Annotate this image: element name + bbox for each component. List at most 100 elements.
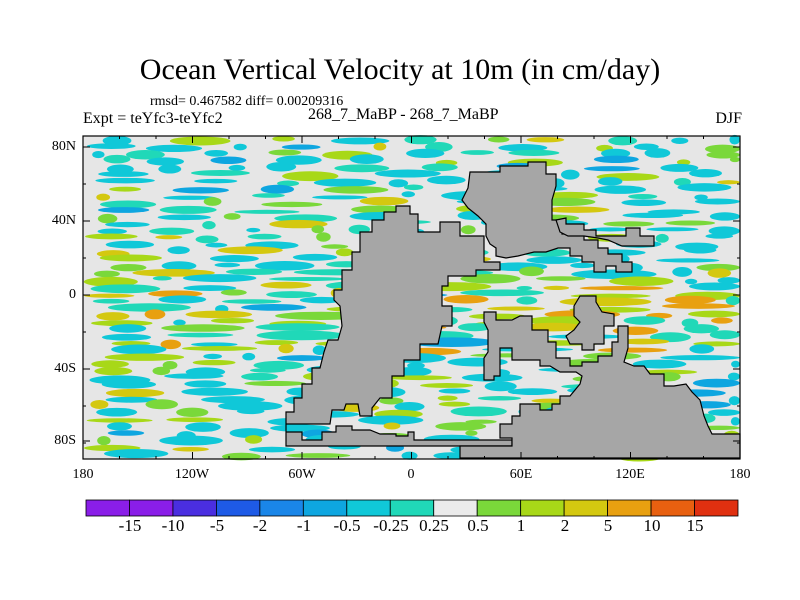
velocity-patch bbox=[234, 209, 300, 214]
velocity-patch bbox=[90, 399, 109, 409]
velocity-patch bbox=[487, 136, 510, 143]
land-mask bbox=[285, 161, 741, 459]
colorbar-tick-label: 1 bbox=[516, 516, 526, 535]
colorbar-swatch bbox=[520, 499, 565, 517]
velocity-patch bbox=[107, 430, 145, 436]
season-label: DJF bbox=[715, 110, 742, 127]
colorbar-swatch bbox=[563, 499, 609, 517]
land-west-continent bbox=[285, 205, 513, 447]
velocity-patch bbox=[683, 324, 719, 334]
velocity-patch bbox=[190, 170, 250, 176]
velocity-patch bbox=[589, 227, 631, 232]
velocity-patch bbox=[443, 295, 489, 304]
velocity-patch bbox=[526, 137, 565, 143]
colorbar-tick-label: 5 bbox=[603, 516, 613, 535]
velocity-patch bbox=[560, 169, 580, 180]
velocity-patch bbox=[163, 195, 216, 200]
velocity-patch bbox=[694, 198, 740, 205]
velocity-patch bbox=[145, 399, 179, 410]
velocity-patch bbox=[655, 233, 669, 243]
velocity-patch bbox=[660, 163, 699, 172]
velocity-patch bbox=[254, 340, 299, 346]
colorbar-swatch bbox=[302, 499, 348, 517]
velocity-patch bbox=[508, 149, 560, 156]
velocity-patch bbox=[103, 154, 131, 164]
velocity-patch bbox=[97, 207, 150, 213]
velocity-patch bbox=[225, 268, 283, 276]
velocity-patch bbox=[233, 143, 247, 151]
colorbar-swatch bbox=[346, 499, 391, 517]
velocity-patch bbox=[435, 422, 487, 431]
colorbar-tick-label: -0.5 bbox=[333, 516, 361, 535]
colorbar-tick-label: 10 bbox=[643, 516, 661, 535]
velocity-patch bbox=[672, 267, 693, 277]
colorbar-tick-label: 0.25 bbox=[419, 516, 449, 535]
velocity-patch bbox=[709, 330, 740, 340]
velocity-patch bbox=[260, 281, 312, 289]
velocity-patch bbox=[172, 446, 209, 452]
velocity-patch bbox=[96, 193, 111, 201]
land-peninsula bbox=[565, 295, 615, 351]
velocity-patch bbox=[145, 144, 203, 153]
velocity-patch bbox=[277, 180, 300, 187]
velocity-patch bbox=[594, 185, 647, 194]
velocity-patch bbox=[176, 407, 209, 418]
velocity-patch bbox=[157, 214, 211, 221]
velocity-patch bbox=[608, 136, 638, 146]
velocity-patch bbox=[169, 136, 231, 146]
velocity-patch bbox=[622, 212, 684, 219]
velocity-patch bbox=[241, 372, 279, 381]
land-east-continent bbox=[461, 161, 633, 273]
velocity-patch bbox=[182, 346, 258, 351]
colorbar-swatch bbox=[694, 499, 739, 517]
experiment-label: Expt = teYfc3-teYfc2 bbox=[83, 110, 223, 127]
velocity-patch bbox=[83, 276, 138, 287]
velocity-patch bbox=[373, 142, 387, 151]
velocity-patch bbox=[661, 303, 735, 309]
velocity-patch bbox=[132, 269, 215, 277]
colorbar-swatch bbox=[259, 499, 304, 517]
velocity-patch bbox=[185, 310, 253, 319]
velocity-patch bbox=[665, 220, 716, 226]
velocity-patch bbox=[152, 366, 171, 376]
velocity-patch bbox=[583, 166, 640, 172]
velocity-patch bbox=[172, 187, 229, 194]
velocity-patch bbox=[109, 324, 147, 333]
colorbar-swatch bbox=[172, 499, 217, 517]
velocity-patch bbox=[536, 276, 586, 281]
velocity-patch bbox=[104, 448, 169, 459]
colorbar-swatch bbox=[433, 499, 478, 517]
velocity-patch bbox=[236, 408, 265, 415]
velocity-patch bbox=[731, 360, 740, 368]
velocity-patch bbox=[248, 446, 296, 453]
velocity-patch bbox=[276, 355, 327, 361]
velocity-patch bbox=[312, 345, 327, 356]
velocity-patch bbox=[159, 435, 223, 446]
velocity-patch bbox=[543, 191, 598, 199]
colorbar-tick-label: -10 bbox=[161, 516, 185, 535]
velocity-patch bbox=[689, 282, 741, 291]
velocity-patch bbox=[427, 175, 466, 185]
velocity-patch bbox=[266, 291, 317, 298]
velocity-patch bbox=[209, 255, 259, 263]
velocity-patch bbox=[164, 373, 224, 379]
velocity-patch bbox=[204, 149, 229, 157]
velocity-patch bbox=[161, 324, 245, 332]
velocity-patch bbox=[91, 360, 129, 368]
velocity-patch bbox=[107, 422, 132, 431]
velocity-patch bbox=[102, 135, 132, 146]
velocity-patch bbox=[275, 155, 322, 165]
velocity-patch bbox=[487, 306, 545, 311]
colorbar-swatch bbox=[129, 499, 174, 517]
velocity-patch bbox=[222, 299, 282, 304]
velocity-patch bbox=[516, 296, 538, 305]
velocity-patch bbox=[725, 296, 740, 306]
colorbar-tick-label: 0.5 bbox=[467, 516, 489, 535]
colorbar-swatch bbox=[389, 499, 435, 517]
colorbar-tick-label: -15 bbox=[118, 516, 142, 535]
velocity-patch bbox=[660, 355, 741, 361]
velocity-patch bbox=[94, 367, 133, 376]
velocity-patch bbox=[173, 319, 186, 326]
y-tick-label: 0 bbox=[69, 287, 76, 302]
